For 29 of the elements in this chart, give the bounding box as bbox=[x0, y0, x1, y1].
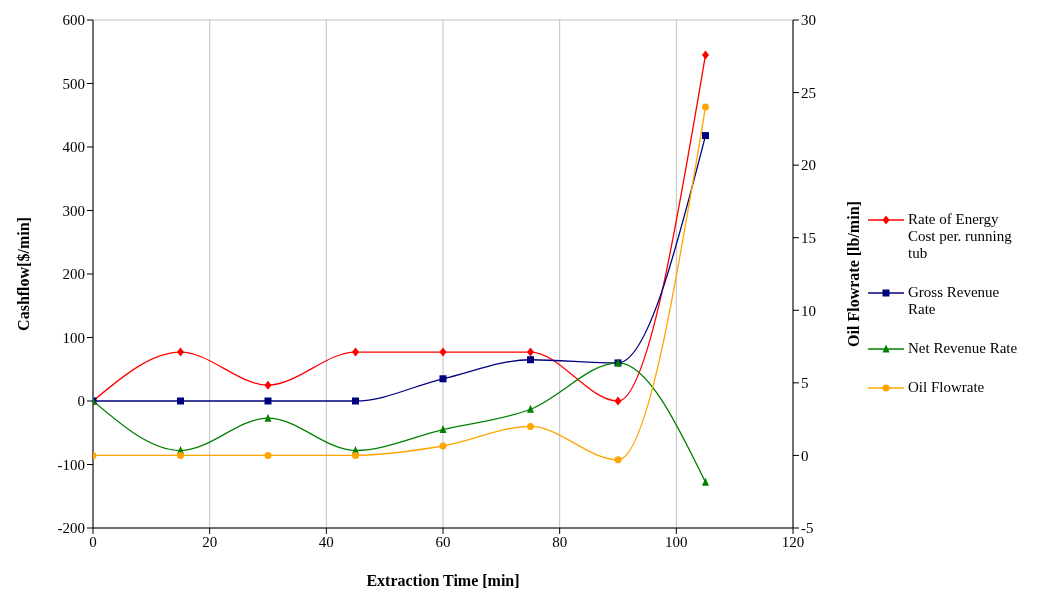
y-tick-label: -200 bbox=[57, 520, 85, 537]
y-tick-label: 0 bbox=[77, 393, 85, 410]
legend-label: Oil Flowrate bbox=[908, 378, 985, 396]
y2-axis-title: Oil Flowrate [lb/min] bbox=[844, 201, 862, 347]
y-tick-label: 400 bbox=[62, 139, 85, 156]
x-tick-label: 0 bbox=[89, 533, 97, 550]
x-tick-label: 80 bbox=[552, 533, 568, 550]
legend-label: Net Revenue Rate bbox=[908, 339, 1018, 357]
x-axis-title: Extraction Time [min] bbox=[366, 572, 520, 589]
y2-tick-label: 0 bbox=[801, 447, 809, 464]
y2-tick-label: 10 bbox=[801, 302, 816, 319]
y-tick-label: -100 bbox=[57, 456, 85, 473]
legend-label: Rate of Energy Cost per. running tub bbox=[908, 210, 1013, 262]
y-tick-label: 200 bbox=[62, 266, 85, 283]
y2-tick-label: 5 bbox=[801, 375, 809, 392]
y-axis-title: Cashflow[$/min] bbox=[14, 217, 32, 331]
x-tick-label: 100 bbox=[665, 533, 688, 550]
y-tick-label: 100 bbox=[62, 329, 85, 346]
x-tick-label: 60 bbox=[435, 533, 451, 550]
y2-tick-label: 15 bbox=[801, 230, 816, 247]
x-tick-label: 40 bbox=[318, 533, 334, 550]
x-tick-label: 20 bbox=[202, 533, 218, 550]
y2-tick-label: 30 bbox=[801, 12, 816, 29]
y2-tick-label: 20 bbox=[801, 157, 816, 174]
y-tick-label: 300 bbox=[62, 202, 85, 219]
y-tick-label: 500 bbox=[62, 75, 85, 92]
legend-label: Gross Revenue Rate bbox=[908, 283, 1001, 318]
y-tick-label: 600 bbox=[62, 12, 85, 29]
y2-tick-label: 25 bbox=[801, 84, 816, 101]
